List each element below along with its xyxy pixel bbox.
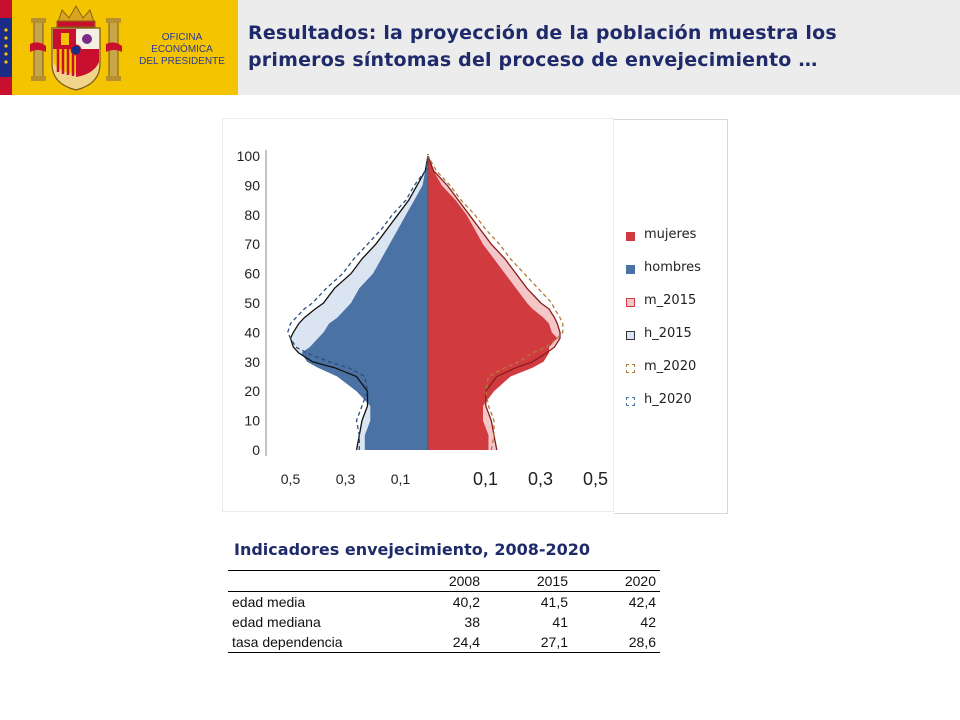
x-tick-label-left: 0,5 — [281, 471, 301, 487]
legend-label-h-2015: h_2015 — [644, 326, 692, 341]
office-line-1: OFICINA — [161, 32, 203, 43]
legend-label-mujeres: mujeres — [644, 227, 697, 242]
coat-of-arms-icon — [30, 5, 122, 91]
legend-label-m-2020: m_2020 — [644, 359, 697, 374]
office-name: OFICINA ECONÓMICA DEL PRESIDENTE — [126, 32, 238, 68]
legend-swatch-h-2015 — [626, 331, 635, 340]
cell-value: 41,5 — [540, 594, 568, 610]
y-tick-label: 0 — [252, 442, 260, 458]
series-area-mujeres — [428, 156, 558, 450]
y-tick-label: 80 — [244, 207, 260, 223]
table-header-2020: 2020 — [572, 570, 660, 592]
row-label-tasa-dependencia: tasa dependencia — [228, 632, 396, 653]
legend-swatch-m-2020 — [626, 364, 635, 373]
office-line-3: DEL PRESIDENTE — [139, 56, 225, 67]
y-tick-label: 50 — [244, 295, 260, 311]
x-tick-label-left: 0,1 — [391, 471, 411, 487]
slide-title-line-2: primeros síntomas del proceso de envejec… — [248, 49, 818, 71]
table-header-empty — [228, 570, 396, 592]
slide-title-line-1: Resultados: la proyección de la població… — [248, 22, 837, 44]
table-header-row: 2008 2015 2020 — [228, 570, 660, 592]
cell-value: 27,1 — [484, 632, 572, 653]
legend-swatch-hombres — [626, 265, 635, 274]
chart-legend: mujeres hombres m_2015 h_2015 m_2020 h_2… — [614, 119, 728, 514]
legend-swatch-mujeres — [626, 232, 635, 241]
x-tick-label-right: 0,1 — [473, 469, 498, 489]
x-tick-label-right: 0,5 — [583, 469, 608, 489]
legend-swatch-h-2020 — [626, 397, 635, 406]
table-row: edad mediana 38 41 42 — [228, 612, 660, 632]
population-pyramid-chart: 100 90 80 70 60 50 40 30 20 10 0 0,5 0,3 0,1 0,1 0,3 0,5 — [221, 117, 615, 516]
cell-value: 38 — [464, 614, 480, 630]
legend-label-m-2015: m_2015 — [644, 293, 697, 308]
y-tick-label: 70 — [244, 236, 260, 252]
table-header-2015: 2015 — [484, 570, 572, 592]
y-tick-label: 60 — [244, 266, 260, 282]
series-line-h-2020 — [287, 155, 429, 450]
y-tick-label: 100 — [237, 148, 261, 164]
table-header-2008: 2008 — [396, 570, 484, 592]
cell-value: 42 — [640, 614, 656, 630]
eu-flag-strip — [0, 0, 12, 95]
x-tick-label-left: 0,3 — [336, 471, 356, 487]
row-label-edad-mediana: edad mediana — [232, 614, 321, 630]
logo-box — [12, 0, 238, 95]
cell-value: 28,6 — [572, 632, 660, 653]
cell-value: 24,4 — [396, 632, 484, 653]
table-row: edad media 40,2 41,5 42,4 — [228, 592, 660, 613]
y-tick-label: 90 — [244, 177, 260, 193]
series-area-hombres — [301, 156, 428, 450]
legend-label-h-2020: h_2020 — [644, 392, 692, 407]
indicators-table: 2008 2015 2020 edad media 40,2 41,5 42,4… — [228, 570, 660, 653]
row-label-edad-media: edad media — [232, 594, 306, 610]
cell-value: 40,2 — [452, 594, 480, 610]
y-tick-label: 10 — [244, 413, 260, 429]
y-tick-label: 40 — [244, 324, 260, 340]
indicators-title: Indicadores envejecimiento, 2008-2020 — [234, 540, 591, 559]
series-line-m-2015 — [427, 155, 561, 451]
y-tick-label: 20 — [244, 383, 260, 399]
table-row: tasa dependencia 24,4 27,1 28,6 — [228, 632, 660, 653]
legend-label-hombres: hombres — [644, 260, 701, 275]
x-tick-label-right: 0,3 — [528, 469, 553, 489]
cell-value: 42,4 — [628, 594, 656, 610]
header-band: OFICINA ECONÓMICA DEL PRESIDENTE Resulta… — [0, 0, 960, 95]
legend-swatch-m-2015 — [626, 298, 635, 307]
y-tick-label: 30 — [244, 354, 260, 370]
cell-value: 41 — [552, 614, 568, 630]
office-line-2: ECONÓMICA — [151, 44, 213, 55]
series-line-h-2015 — [289, 155, 429, 451]
series-line-m-2020 — [427, 155, 564, 451]
slide-title: Resultados: la proyección de la població… — [248, 20, 948, 74]
